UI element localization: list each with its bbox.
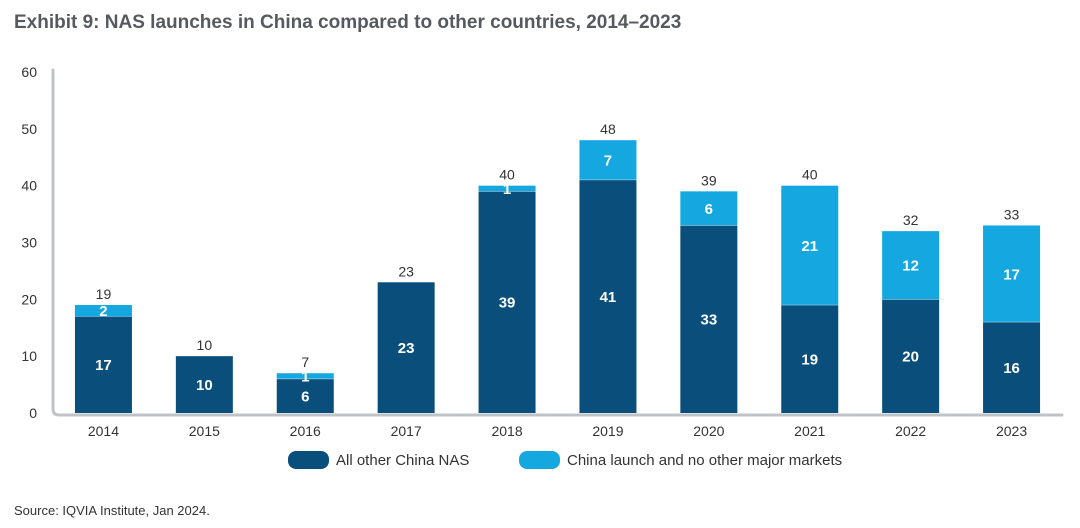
y-tick-label: 10 [21, 348, 37, 364]
bar-segment-other-china [882, 299, 940, 413]
bar-segment-china-only [579, 140, 637, 180]
legend: All other China NAS China launch and no o… [288, 451, 842, 469]
chart-title: Exhibit 9: NAS launches in China compare… [14, 12, 682, 33]
bars: 1721910106172323391404174833639192140201… [74, 121, 1041, 413]
bar-segment-label: 1 [503, 181, 511, 198]
bar-segment-label: 6 [705, 201, 713, 218]
bar-segment-other-china [983, 322, 1041, 413]
y-tick-label: 30 [21, 235, 37, 251]
bar-total-label: 33 [1004, 206, 1020, 222]
source-note: Source: IQVIA Institute, Jan 2024. [14, 503, 210, 518]
bar-total-label: 10 [197, 337, 213, 353]
x-tick-label: 2015 [189, 423, 220, 439]
bar-segment-other-china [377, 282, 435, 413]
bar-segment-other-china [579, 179, 637, 413]
bar-segment-label: 39 [499, 295, 516, 312]
bar-total-label: 40 [802, 167, 818, 183]
bar-segment-label: 21 [801, 238, 818, 255]
legend-item-other-china-swatch [288, 451, 329, 469]
x-tick-label: 2021 [794, 423, 825, 439]
bar-segment-label: 1 [301, 369, 309, 386]
x-tick-label: 2018 [491, 423, 522, 439]
y-tick-label: 60 [21, 64, 37, 80]
bar-segment-label: 12 [902, 258, 919, 275]
bar-total-label: 23 [398, 263, 414, 279]
bar-segment-label: 17 [1003, 266, 1020, 283]
bar-total-label: 48 [600, 121, 616, 137]
y-tick-label: 20 [21, 291, 37, 307]
x-tick-label: 2016 [290, 423, 321, 439]
bar-segment-china-only [781, 185, 839, 306]
legend-item-china-only-label: China launch and no other major markets [567, 452, 842, 469]
bar-segment-china-only [882, 231, 940, 300]
legend-item-other-china-label: All other China NAS [336, 452, 469, 469]
bar-segment-label: 33 [701, 312, 718, 329]
legend-item-china-only-swatch [519, 451, 560, 469]
bar-segment-other-china [175, 356, 233, 413]
bar-segment-label: 2 [99, 303, 107, 320]
bar-segment-label: 16 [1003, 360, 1020, 377]
bar-segment-label: 7 [604, 153, 612, 170]
y-tick-label: 50 [21, 121, 37, 137]
bar-segment-other-china [74, 316, 132, 413]
bar-total-label: 32 [903, 212, 919, 228]
bar-segment-other-china [478, 191, 536, 413]
x-tick-label: 2019 [592, 423, 623, 439]
bar-segment-label: 23 [398, 340, 415, 357]
bar-segment-china-only [680, 191, 738, 226]
bar-segment-china-only [478, 185, 536, 192]
bar-segment-label: 41 [600, 289, 617, 306]
bar-segment-other-china [781, 305, 839, 413]
x-tick-label: 2017 [391, 423, 422, 439]
axis-line [51, 68, 1064, 417]
y-axis-labels: 0 10 20 30 40 50 60 [21, 64, 37, 421]
bar-segment-china-only [74, 305, 132, 317]
x-axis-labels: 2014 2015 2016 2017 2018 2019 2020 2021 2022 2023 [88, 423, 1027, 439]
bar-total-label: 40 [499, 167, 515, 183]
y-tick-label: 0 [29, 405, 37, 421]
bar-segment-china-only [276, 373, 334, 379]
bar-segment-china-only [983, 225, 1041, 323]
bar-segment-other-china [680, 225, 738, 413]
bar-total-label: 19 [96, 286, 112, 302]
x-tick-label: 2023 [996, 423, 1027, 439]
x-tick-label: 2020 [693, 423, 724, 439]
bar-segment-label: 19 [801, 352, 818, 369]
bar-total-label: 7 [301, 354, 309, 370]
x-tick-label: 2014 [88, 423, 119, 439]
bar-segment-label: 10 [196, 377, 213, 394]
bar-segment-label: 20 [902, 349, 919, 366]
bar-segment-other-china [276, 378, 334, 413]
bar-segment-label: 17 [95, 357, 112, 374]
bar-segment-label: 6 [301, 388, 309, 405]
x-tick-label: 2022 [895, 423, 926, 439]
y-tick-label: 40 [21, 178, 37, 194]
bar-total-label: 39 [701, 172, 717, 188]
